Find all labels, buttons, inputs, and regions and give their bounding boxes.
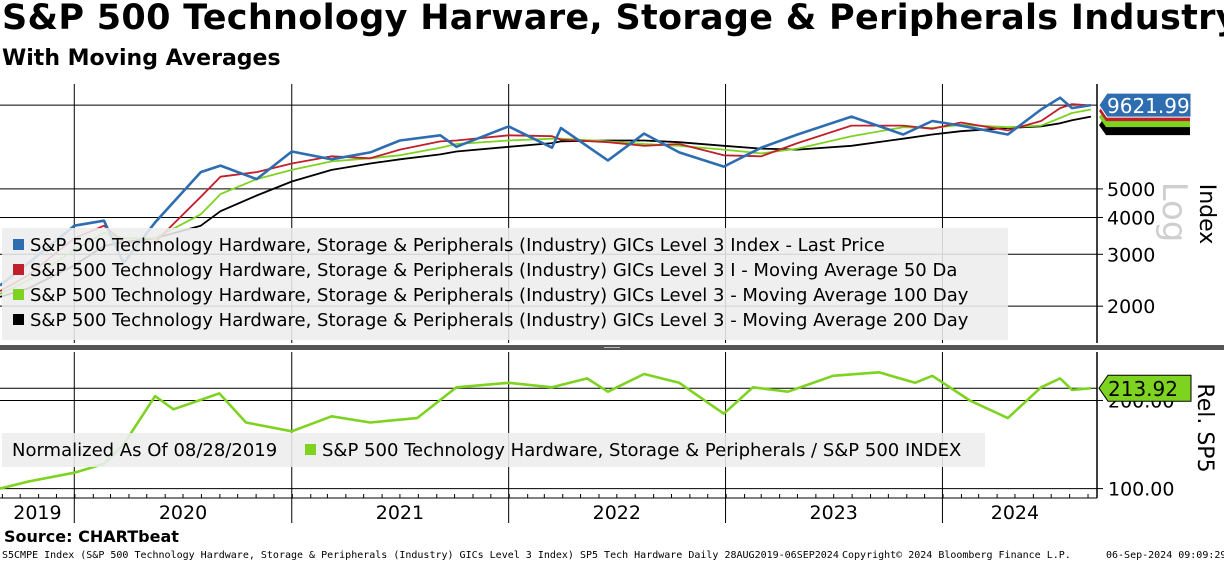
legend-swatch-relative-line (305, 444, 316, 455)
x-axis: 2019 2020 2021 2022 2023 2024 (0, 494, 1097, 524)
legend-swatch-ma100-line (13, 289, 24, 300)
last-value-label-price: 9621.99 (1107, 94, 1190, 118)
legend-label-ma200-line: S&P 500 Technology Hardware, Storage & P… (30, 310, 969, 331)
lower-legend-box (2, 433, 985, 467)
last-value-tag-price (1098, 92, 1192, 118)
legend-swatch-price-line (13, 239, 24, 250)
legend-label-relative-line: S&P 500 Technology Hardware, Storage & P… (322, 440, 961, 461)
upper-panel-legend: S&P 500 Technology Hardware, Storage & P… (2, 228, 1008, 340)
price-line (0, 96, 1092, 287)
last-value-tag-relative (1098, 374, 1192, 402)
source-note: Source: CHARTbeat (4, 527, 179, 546)
normalized-note: Normalized As Of 08/28/2019 (12, 440, 277, 461)
upper-tick-label-2: 4000 (1107, 207, 1155, 229)
lower-tick-label-0: 100.00 (1108, 479, 1174, 501)
lower-panel-series (0, 371, 1092, 490)
panel-divider (0, 345, 1224, 350)
legend-label-ma50-line: S&P 500 Technology Hardware, Storage & P… (30, 260, 957, 281)
upper-tick-label-1: 3000 (1107, 244, 1155, 266)
upper-legend-box (2, 228, 1008, 340)
x-tick-label-2023: 2023 (810, 502, 858, 524)
footer-copyright: Copyright© 2024 Bloomberg Finance L.P. (842, 550, 1071, 561)
relative-line (0, 371, 1092, 490)
log-scale-label: Log (1154, 182, 1194, 243)
chart-subtitle: With Moving Averages (2, 46, 281, 71)
legend-label-ma100-line: S&P 500 Technology Hardware, Storage & P… (30, 285, 969, 306)
chart-title: S&P 500 Technology Harware, Storage & Pe… (2, 0, 1224, 38)
lower-panel-legend: Normalized As Of 08/28/2019 S&P 500 Techn… (2, 433, 985, 467)
footer-description: S5CMPE Index (S&P 500 Technology Hardwar… (2, 550, 839, 561)
x-tick-label-2019: 2019 (13, 502, 61, 524)
lower-axis-title: Rel. SP5 (1192, 383, 1217, 472)
legend-swatch-ma200-line (13, 314, 24, 325)
x-tick-label-2020: 2020 (159, 502, 207, 524)
upper-tick-label-3: 5000 (1107, 179, 1155, 201)
legend-label-price-line: S&P 500 Technology Hardware, Storage & P… (30, 235, 885, 256)
upper-axis-title: Index (1194, 184, 1219, 245)
upper-tick-label-0: 2000 (1107, 296, 1155, 318)
x-tick-label-2022: 2022 (593, 502, 641, 524)
last-value-label-relative: 213.92 (1108, 377, 1178, 401)
legend-swatch-ma50-line (13, 264, 24, 275)
x-tick-label-2021: 2021 (376, 502, 424, 524)
x-tick-label-2024: 2024 (991, 502, 1039, 524)
footer-timestamp: 06-Sep-2024 09:09:29 (1106, 550, 1224, 561)
